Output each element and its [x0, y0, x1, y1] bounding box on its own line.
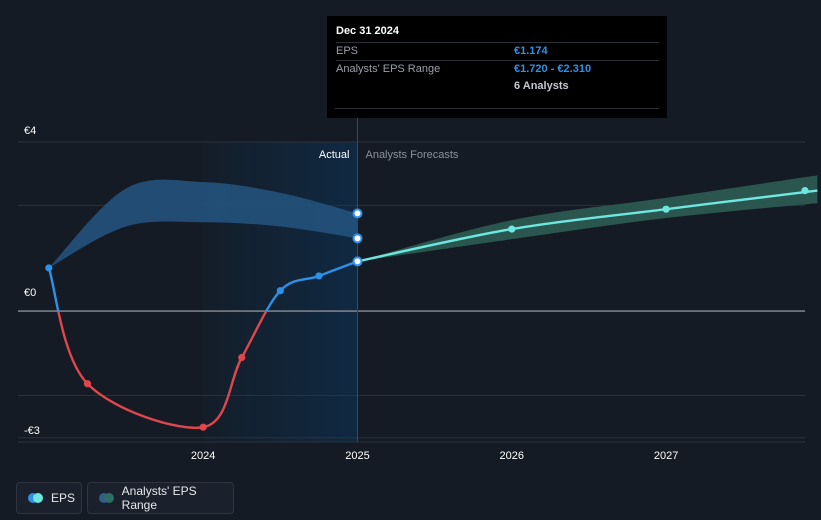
tooltip-range-value: €1.720 - €2.310: [514, 63, 592, 75]
range-low-point: [352, 233, 363, 244]
tooltip-row-analysts: 6 Analysts: [336, 78, 659, 95]
tooltip-eps-value: €1.174: [514, 45, 548, 57]
legend-eps-label: EPS: [51, 491, 76, 505]
eps-actual-point: [199, 423, 207, 431]
y-tick-label: -€3: [24, 425, 40, 437]
legend-item-range[interactable]: Analysts' EPS Range: [87, 482, 234, 514]
actual-label: Actual: [319, 149, 350, 161]
eps-forecast-point: [508, 225, 516, 233]
eps-actual-line-negative: [56, 311, 268, 429]
x-tick-label: 2027: [654, 450, 678, 462]
tooltip-analysts-value: 6 Analysts: [514, 80, 569, 92]
range-high-point: [352, 208, 363, 219]
eps-forecast-line: [357, 189, 818, 263]
range-legend-icon: [99, 493, 115, 503]
eps-forecast-point: [801, 186, 809, 195]
eps-actual-point: [276, 287, 284, 295]
tooltip-date: Dec 31 2024: [336, 25, 399, 37]
tooltip-divider: [335, 108, 659, 109]
legend-range-label: Analysts' EPS Range: [121, 484, 197, 512]
eps-actual-point: [315, 272, 323, 280]
tooltip-eps-label: EPS: [336, 45, 359, 57]
forecast-label: Analysts Forecasts: [365, 149, 458, 161]
tooltip-panel: Dec 31 2024 EPS €1.174 Analysts' EPS Ran…: [327, 16, 667, 118]
eps-actual-point: [352, 256, 363, 267]
eps-actual-line-positive: [47, 260, 358, 312]
x-tick-label: 2025: [345, 450, 369, 462]
y-tick-label: €4: [24, 125, 36, 137]
eps-actual-point: [83, 380, 92, 388]
eps-actual-point: [238, 353, 246, 362]
tooltip-row-range: Analysts' EPS Range €1.720 - €2.310: [336, 60, 659, 78]
x-tick-label: 2026: [500, 450, 524, 462]
legend-item-eps[interactable]: EPS: [16, 482, 82, 514]
y-tick-label: €0: [24, 287, 36, 299]
tooltip-analysts-label: [336, 78, 514, 95]
x-tick-label: 2024: [191, 450, 215, 462]
eps-actual-point: [45, 264, 53, 272]
past-range-band: [48, 179, 358, 268]
eps-forecast-point: [662, 205, 670, 213]
tooltip-row-eps: EPS €1.174: [336, 42, 659, 60]
eps-legend-icon: [28, 493, 44, 503]
tooltip-range-label: Analysts' EPS Range: [336, 63, 441, 75]
